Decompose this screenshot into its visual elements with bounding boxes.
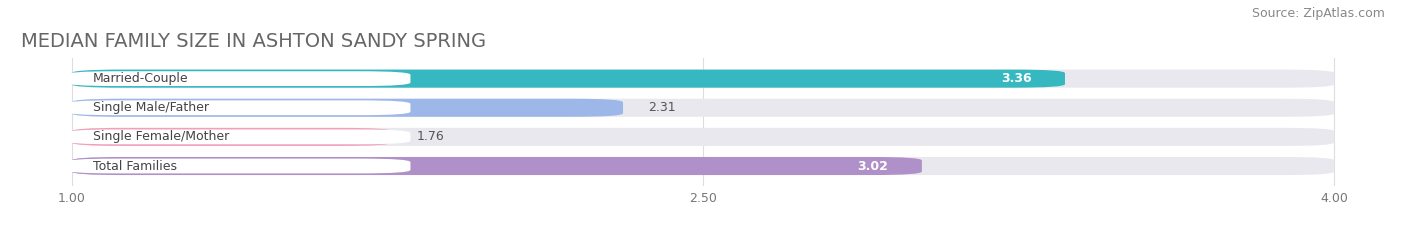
FancyBboxPatch shape: [72, 157, 922, 175]
Text: MEDIAN FAMILY SIZE IN ASHTON SANDY SPRING: MEDIAN FAMILY SIZE IN ASHTON SANDY SPRIN…: [21, 32, 486, 51]
FancyBboxPatch shape: [72, 99, 1334, 117]
Text: Married-Couple: Married-Couple: [93, 72, 188, 85]
FancyBboxPatch shape: [65, 130, 411, 144]
Text: 3.02: 3.02: [858, 160, 889, 172]
FancyBboxPatch shape: [65, 71, 411, 86]
Text: 2.31: 2.31: [648, 101, 676, 114]
Text: 3.36: 3.36: [1001, 72, 1032, 85]
Text: 1.76: 1.76: [416, 130, 444, 143]
FancyBboxPatch shape: [65, 100, 411, 115]
Text: Total Families: Total Families: [93, 160, 177, 172]
FancyBboxPatch shape: [72, 70, 1334, 88]
Text: Source: ZipAtlas.com: Source: ZipAtlas.com: [1251, 7, 1385, 20]
FancyBboxPatch shape: [72, 157, 1334, 175]
FancyBboxPatch shape: [72, 128, 391, 146]
FancyBboxPatch shape: [72, 128, 1334, 146]
Text: Single Female/Mother: Single Female/Mother: [93, 130, 229, 143]
FancyBboxPatch shape: [72, 99, 623, 117]
FancyBboxPatch shape: [72, 70, 1064, 88]
FancyBboxPatch shape: [65, 159, 411, 173]
Text: Single Male/Father: Single Male/Father: [93, 101, 208, 114]
